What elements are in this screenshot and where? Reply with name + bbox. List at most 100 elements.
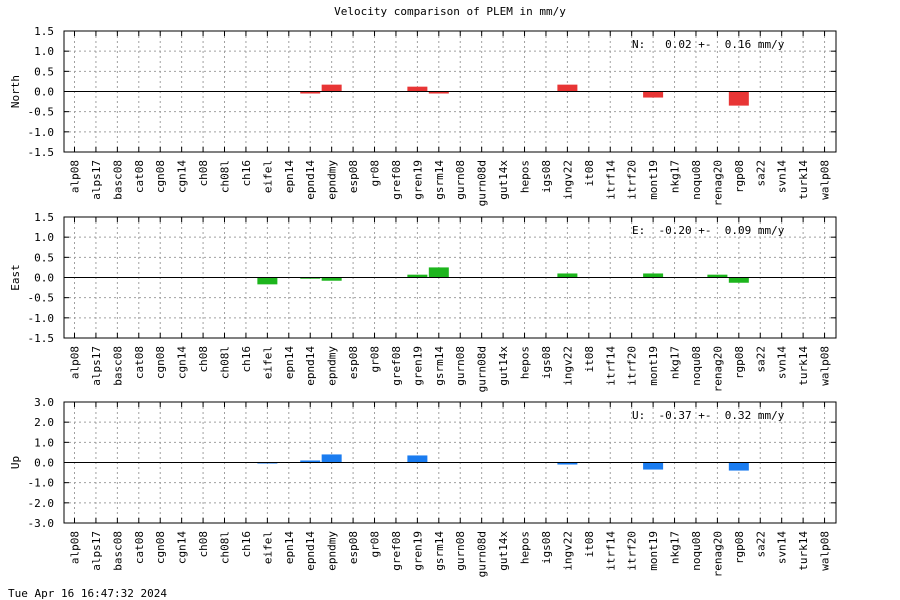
x-tick-label: hepos xyxy=(519,531,532,564)
x-tick-label: svn14 xyxy=(776,160,789,193)
y-tick-label: -1.0 xyxy=(28,126,55,139)
x-tick-label: gurn08 xyxy=(454,160,467,200)
bar-epnd14 xyxy=(300,460,321,463)
x-tick-label: alps17 xyxy=(90,531,103,571)
x-tick-label: turk14 xyxy=(797,346,810,386)
y-tick-label: 1.5 xyxy=(34,25,54,38)
plot-frame xyxy=(63,30,837,153)
y-tick-label: -1.0 xyxy=(28,312,55,325)
x-tick-label: gurn08d xyxy=(476,531,489,577)
x-tick-label: itrf14 xyxy=(604,346,617,386)
x-tick-label: renag20 xyxy=(711,531,724,577)
bar-gsrm14 xyxy=(428,267,449,278)
x-tick-label: ch08l xyxy=(219,531,232,564)
y-tick-label: 0.5 xyxy=(34,65,54,78)
x-tick-label: it08 xyxy=(583,346,596,373)
y-tick-label: -1.0 xyxy=(28,477,55,490)
y-axis-label: Up xyxy=(9,456,22,469)
x-tick-label: rgp08 xyxy=(733,160,746,193)
x-tick-label: walp08 xyxy=(819,531,832,571)
y-axis-label: East xyxy=(9,264,22,291)
x-tick-label: alps17 xyxy=(90,346,103,386)
x-tick-label: hepos xyxy=(519,346,532,379)
x-tick-label: gurn08d xyxy=(476,346,489,392)
x-tick-label: gurn08d xyxy=(476,160,489,206)
stats-annotation: E: -0.20 +- 0.09 mm/y xyxy=(632,224,785,237)
bar-rgp08 xyxy=(728,277,749,283)
x-tick-label: itrf14 xyxy=(604,531,617,571)
x-tick-label: cat08 xyxy=(133,346,146,379)
x-tick-label: esp08 xyxy=(347,346,360,379)
x-tick-label: ingv22 xyxy=(561,346,574,386)
bar-eifel xyxy=(257,462,278,464)
x-tick-label: cgn08 xyxy=(154,346,167,379)
x-tick-label: nkg17 xyxy=(669,531,682,564)
x-tick-label: rgp08 xyxy=(733,531,746,564)
x-tick-label: alp08 xyxy=(69,346,82,379)
stats-annotation: N: 0.02 +- 0.16 mm/y xyxy=(632,38,785,51)
x-tick-label: igs08 xyxy=(540,346,553,379)
y-tick-label: 2.0 xyxy=(34,416,54,429)
bar-mont19 xyxy=(643,273,664,278)
x-tick-label: igs08 xyxy=(540,531,553,564)
bar-gren19 xyxy=(407,274,428,278)
timestamp: Tue Apr 16 16:47:32 2024 xyxy=(8,587,167,600)
x-tick-label: gurn08 xyxy=(454,346,467,386)
x-tick-label: gut14x xyxy=(497,346,510,386)
x-tick-label: sa22 xyxy=(754,346,767,373)
x-tick-label: itrf14 xyxy=(604,160,617,200)
y-tick-label: 0.0 xyxy=(34,272,54,285)
x-tick-label: nkg17 xyxy=(669,346,682,379)
x-tick-label: gut14x xyxy=(497,531,510,571)
x-tick-label: cat08 xyxy=(133,160,146,193)
y-axis-label: North xyxy=(9,75,22,108)
panel-north: 1.5 1.0 0.5 0.0 -0.5 -1.0 -1.5 alp08 alps17 basc0… xyxy=(9,25,837,206)
x-tick-label: nkg17 xyxy=(669,160,682,193)
x-tick-label: eifel xyxy=(261,160,274,193)
x-tick-label: epnd14 xyxy=(304,160,317,200)
x-tick-label: itrf20 xyxy=(626,531,639,571)
x-tick-label: rgp08 xyxy=(733,346,746,379)
x-tick-label: gren19 xyxy=(411,346,424,386)
x-tick-label: sa22 xyxy=(754,160,767,187)
x-tick-label: ingv22 xyxy=(561,160,574,200)
x-tick-label: hepos xyxy=(519,160,532,193)
x-tick-label: epndmy xyxy=(326,160,339,200)
x-tick-label: alps17 xyxy=(90,160,103,200)
x-tick-label: cgn08 xyxy=(154,531,167,564)
plot-frame xyxy=(63,216,837,339)
x-tick-label: gr08 xyxy=(369,346,382,373)
x-tick-label: esp08 xyxy=(347,160,360,193)
x-tick-label: cgn14 xyxy=(176,531,189,564)
x-tick-label: gsrm14 xyxy=(433,531,446,571)
x-tick-label: gren19 xyxy=(411,160,424,200)
x-tick-label: epn14 xyxy=(283,346,296,379)
x-tick-label: epnd14 xyxy=(304,346,317,386)
bar-epndmy xyxy=(321,454,342,463)
x-tick-label: itrf20 xyxy=(626,160,639,200)
x-tick-label: ingv22 xyxy=(561,531,574,571)
x-tick-label: epndmy xyxy=(326,346,339,386)
bar-gren19 xyxy=(407,86,428,92)
x-tick-label: itrf20 xyxy=(626,346,639,386)
bar-gren19 xyxy=(407,455,428,463)
panel-east: 1.5 1.0 0.5 0.0 -0.5 -1.0 -1.5 alp08 alps17 basc0… xyxy=(9,211,837,392)
bar-epndmy xyxy=(321,277,342,281)
x-tick-label: gsrm14 xyxy=(433,160,446,200)
bar-rgp08 xyxy=(728,462,749,471)
x-tick-label: gref08 xyxy=(390,346,403,386)
x-tick-label: turk14 xyxy=(797,160,810,200)
x-tick-label: cgn14 xyxy=(176,346,189,379)
x-tick-label: epn14 xyxy=(283,531,296,564)
bar-renag20 xyxy=(707,274,728,278)
x-tick-label: epnd14 xyxy=(304,531,317,571)
x-tick-label: esp08 xyxy=(347,531,360,564)
x-tick-label: svn14 xyxy=(776,531,789,564)
x-tick-label: cat08 xyxy=(133,531,146,564)
y-tick-label: 0.5 xyxy=(34,251,54,264)
x-tick-label: eifel xyxy=(261,346,274,379)
y-tick-label: -1.5 xyxy=(28,146,55,159)
x-tick-label: basc08 xyxy=(111,346,124,386)
stats-annotation: U: -0.37 +- 0.32 mm/y xyxy=(632,409,785,422)
x-tick-label: noqu08 xyxy=(690,346,703,386)
